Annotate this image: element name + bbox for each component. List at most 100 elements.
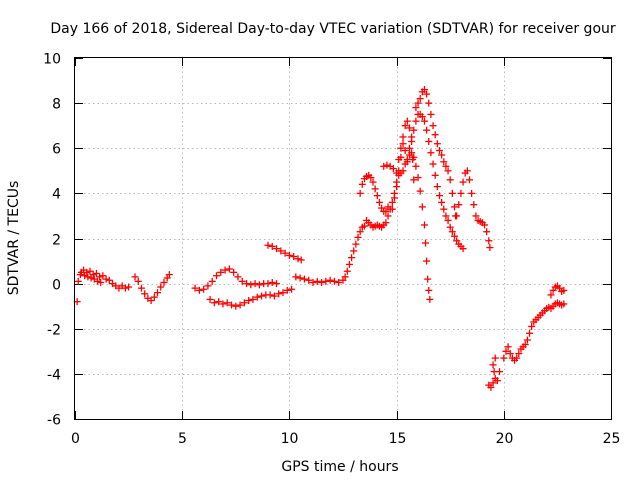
data-point	[375, 198, 383, 206]
data-point	[395, 167, 403, 175]
data-point	[393, 183, 401, 191]
data-point	[459, 245, 467, 253]
grid-lines	[75, 58, 611, 419]
data-point	[414, 99, 422, 107]
data-point	[234, 273, 242, 281]
data-point	[343, 267, 351, 275]
data-point	[526, 329, 534, 337]
data-point	[352, 240, 360, 248]
data-point	[290, 253, 298, 261]
data-point	[435, 192, 443, 200]
data-point	[468, 189, 476, 197]
data-point	[504, 343, 512, 351]
data-point	[401, 122, 409, 130]
plot-frame	[74, 57, 612, 420]
data-point	[403, 117, 411, 125]
data-point	[273, 280, 281, 288]
data-point	[240, 299, 248, 307]
data-point	[150, 293, 158, 301]
data-point	[219, 300, 227, 308]
y-axis-label: SDTVAR / TECUs	[6, 181, 22, 296]
data-point	[389, 165, 397, 173]
x-tick-label: 25	[603, 431, 621, 447]
data-point	[96, 273, 104, 281]
data-point	[444, 167, 452, 175]
x-tick-labels: 0 5 10 15 20 25	[71, 431, 620, 447]
data-point	[438, 151, 446, 159]
data-point	[253, 293, 261, 301]
data-point	[457, 189, 465, 197]
data-point	[429, 160, 437, 168]
data-point	[489, 379, 497, 387]
data-point	[446, 223, 454, 231]
data-point	[215, 298, 223, 306]
data-point	[99, 272, 107, 280]
data-point	[513, 354, 521, 362]
data-point	[490, 368, 498, 376]
data-point	[426, 295, 434, 303]
data-point	[383, 161, 391, 169]
y-tick-label: 6	[52, 142, 61, 158]
data-point	[401, 147, 409, 155]
data-point	[427, 149, 435, 157]
data-point	[350, 247, 358, 255]
data-point	[322, 277, 330, 285]
data-point	[410, 126, 418, 134]
data-point	[247, 281, 255, 289]
y-tick-label: 0	[52, 278, 61, 294]
data-point	[318, 278, 326, 286]
data-point	[408, 149, 416, 157]
data-point	[204, 282, 212, 290]
data-point	[455, 201, 463, 209]
data-point	[493, 377, 501, 385]
data-point	[288, 285, 296, 293]
y-tick-label: 4	[52, 187, 61, 203]
data-point	[487, 383, 495, 391]
data-point	[154, 289, 162, 297]
data-point	[213, 272, 221, 280]
data-point	[210, 299, 218, 307]
data-point	[410, 153, 418, 161]
data-point	[470, 201, 478, 209]
data-point	[390, 194, 398, 202]
data-point	[86, 267, 94, 275]
y-tick-label: 8	[52, 97, 61, 113]
data-point	[335, 278, 343, 286]
data-point	[425, 286, 433, 294]
data-point	[326, 276, 334, 284]
data-point	[356, 189, 364, 197]
data-point	[528, 322, 536, 330]
data-point	[94, 277, 102, 285]
data-point	[435, 147, 443, 155]
data-point	[157, 283, 165, 291]
y-tick-label: -4	[47, 368, 61, 384]
data-point	[410, 176, 418, 184]
data-point	[356, 228, 364, 236]
data-point	[141, 290, 149, 298]
data-point	[371, 185, 379, 193]
data-point	[412, 162, 420, 170]
data-point	[450, 203, 458, 211]
data-point	[382, 207, 390, 215]
data-point	[77, 268, 85, 276]
data-point	[264, 241, 272, 249]
data-point	[384, 203, 392, 211]
data-point	[345, 260, 353, 268]
axis-ticks	[75, 58, 612, 420]
data-point	[105, 276, 113, 284]
data-point	[283, 286, 291, 294]
data-point	[397, 153, 405, 161]
data-point	[420, 221, 428, 229]
data-point	[560, 300, 568, 308]
data-point	[416, 187, 424, 195]
data-point	[425, 99, 433, 107]
data-point	[448, 189, 456, 197]
data-point	[97, 278, 105, 286]
data-point	[102, 275, 110, 283]
data-point	[341, 273, 349, 281]
data-point	[399, 140, 407, 148]
y-tick-labels: -6 -4 -2 0 2 4 6 8 10	[43, 52, 61, 429]
data-point	[330, 277, 338, 285]
data-point	[423, 126, 431, 134]
y-tick-label: -6	[47, 413, 61, 429]
